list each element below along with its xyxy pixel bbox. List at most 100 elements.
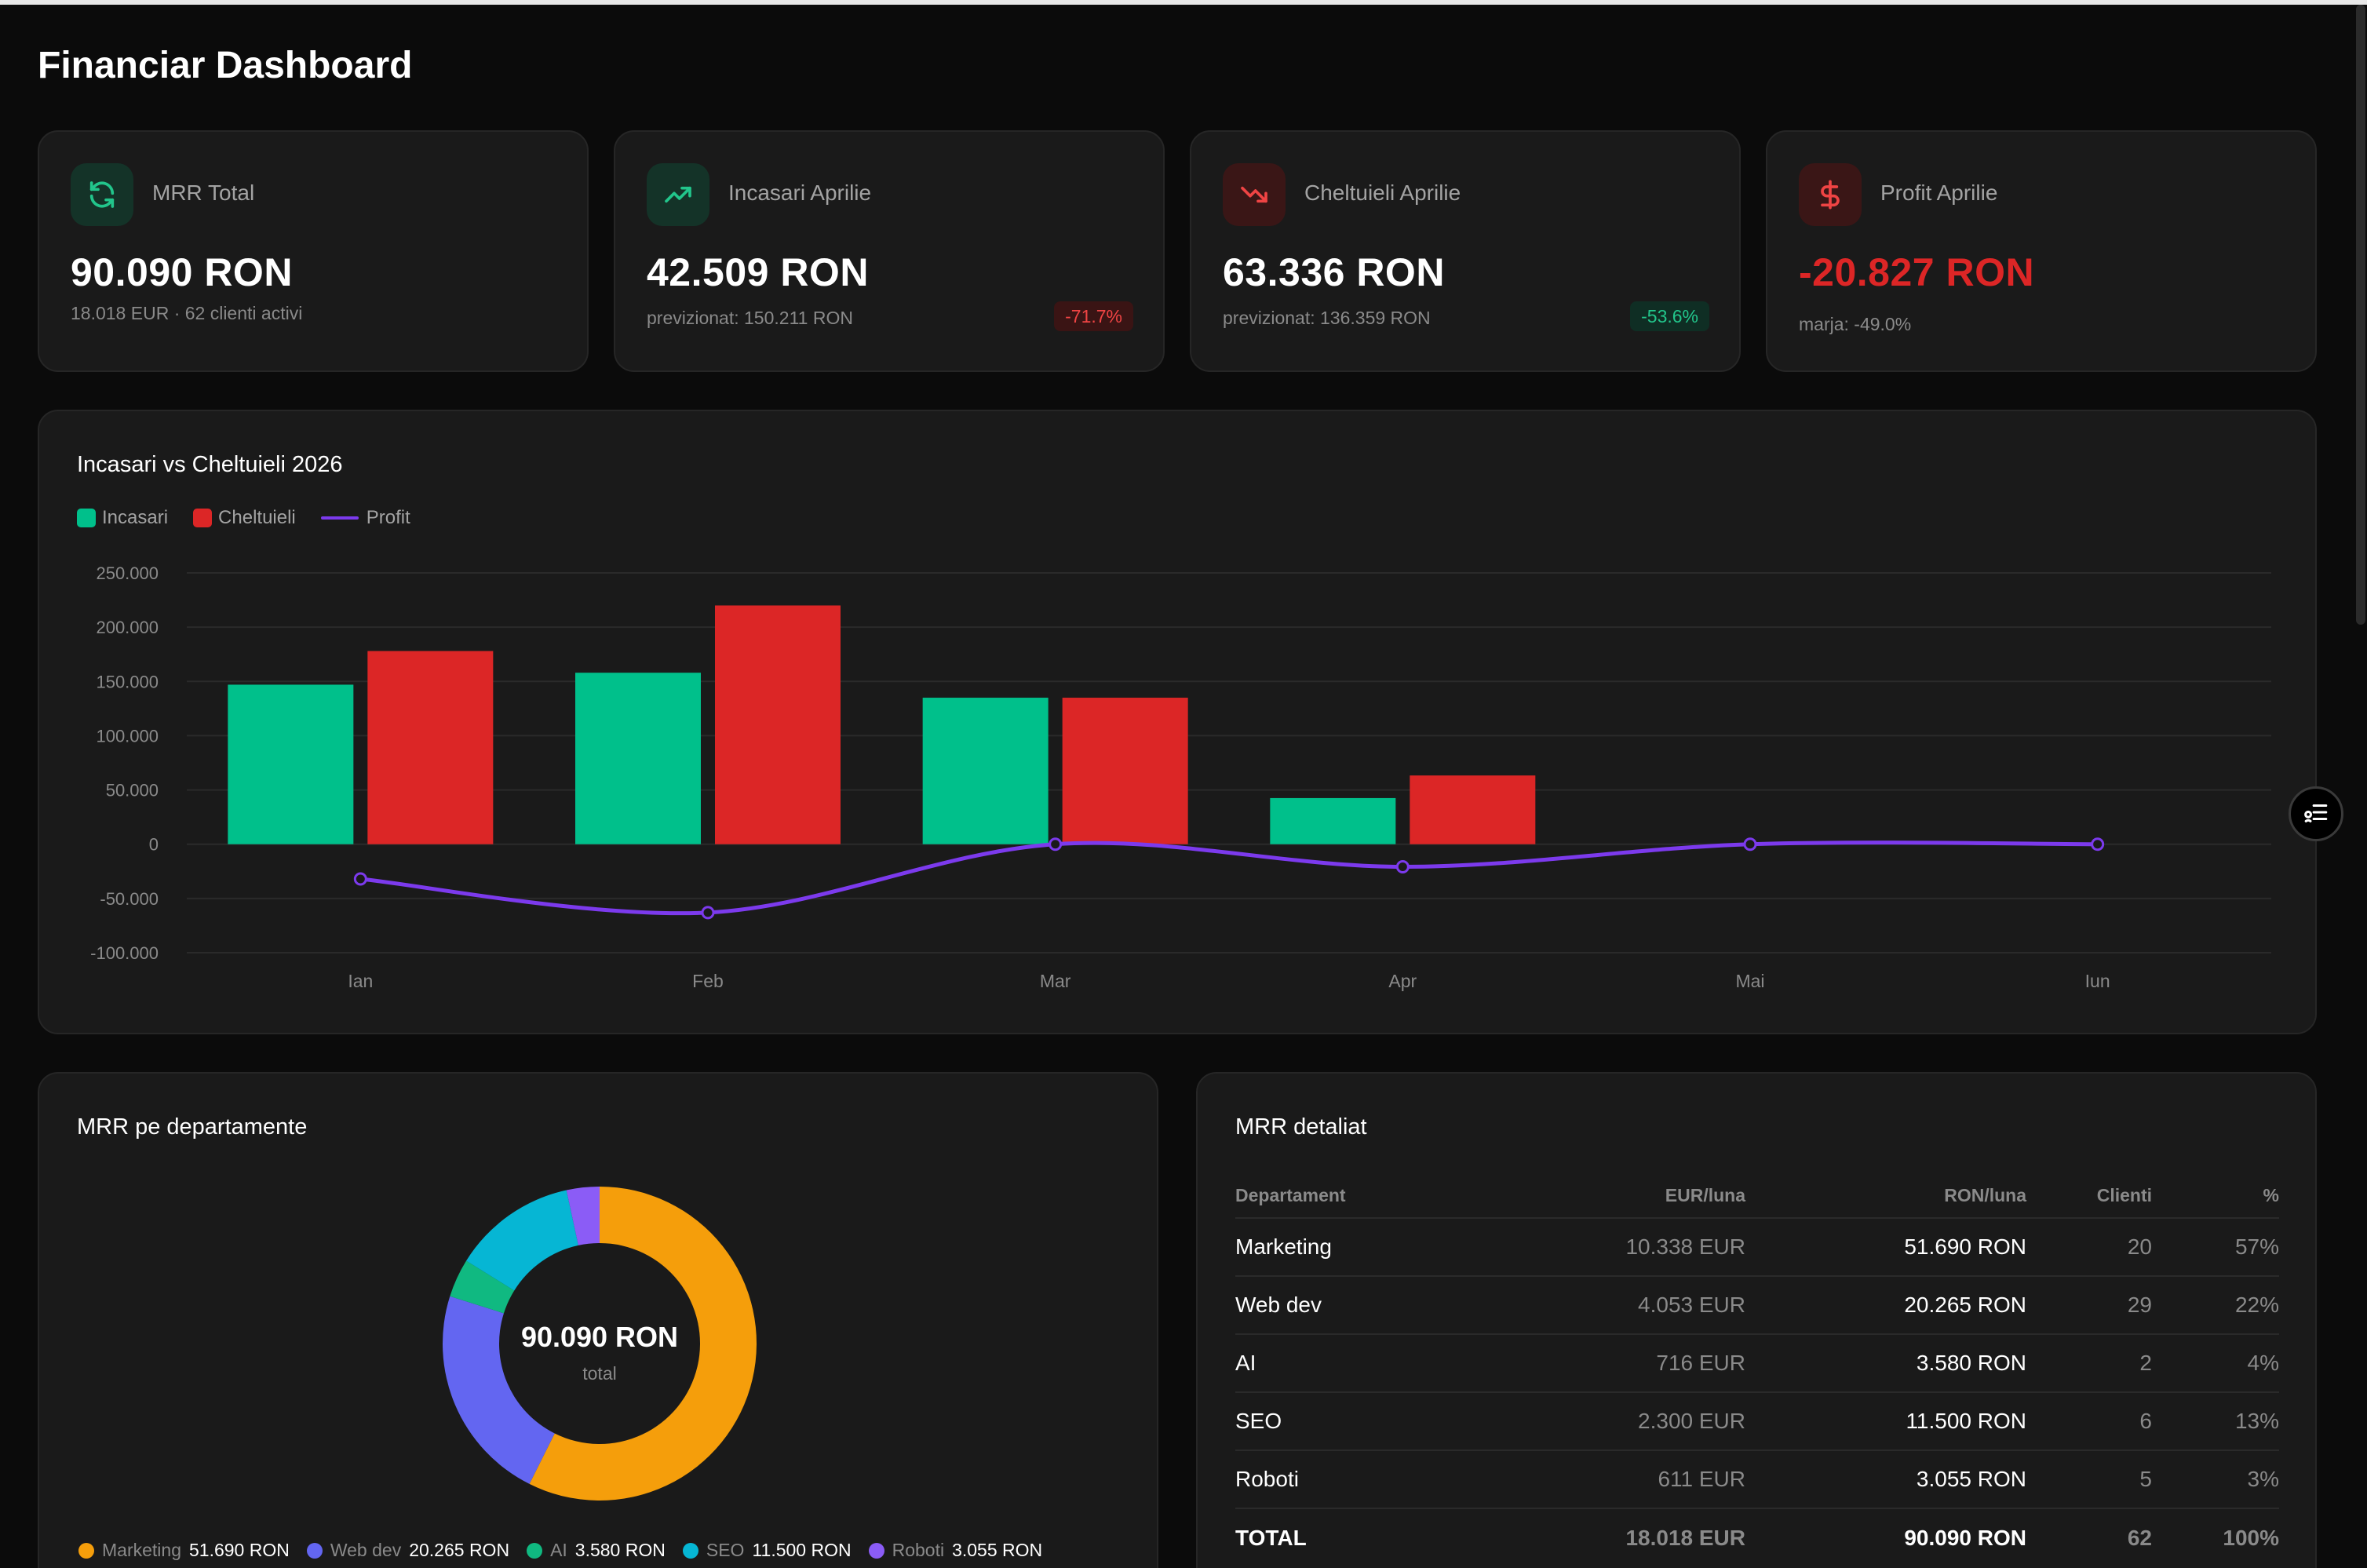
y-tick-label: 150.000 [96,672,159,691]
dollar-icon [1799,163,1862,226]
table-row[interactable]: Marketing 10.338 EUR 51.690 RON 20 57% [1235,1218,2279,1277]
cell-total-label: TOTAL [1235,1525,1307,1550]
donut-legend-item-webdev[interactable]: Web dev 20.265 RON [306,1540,510,1561]
line-profit [360,841,2098,916]
chart-legend: Incasari Cheltuieli Profit [77,507,436,529]
bar-cheltuieli [1410,775,1536,844]
point-profit [1395,860,1410,874]
stat-value: 42.509 RON [647,250,869,294]
cell-total-eur: 18.018 EUR [1625,1525,1745,1550]
trending-up-icon [647,163,709,226]
cell-ron: 20.265 RON [1745,1276,2026,1335]
cell-eur: 2.300 EUR [1439,1392,1745,1451]
y-tick-label: 250.000 [96,563,159,583]
floating-tasks-button[interactable] [2289,786,2343,841]
donut-legend-item-ai[interactable]: AI 3.580 RON [527,1540,666,1561]
cell-eur: 611 EUR [1439,1450,1745,1509]
table-row[interactable]: AI 716 EUR 3.580 RON 2 4% [1235,1334,2279,1393]
column-header[interactable]: Clienti [2026,1174,2152,1219]
cell-percent: 13% [2152,1392,2279,1451]
cell-clienti: 5 [2026,1450,2152,1509]
legend-value: 20.265 RON [409,1540,510,1560]
donut-slice-ai [450,1260,515,1314]
legend-name: Marketing [102,1540,181,1560]
chart-card-incasari-cheltuieli: Incasari vs Cheltuieli 2026 Incasari Che… [38,410,2317,1034]
trending-down-icon [1223,163,1286,226]
point-profit [2091,837,2105,851]
donut-title: MRR pe departamente [77,1114,308,1140]
top-bar [0,0,2367,5]
cell-departament: SEO [1235,1392,1439,1451]
legend-name: Roboti [892,1540,945,1560]
page-scrollbar[interactable] [2356,5,2365,625]
table-header-row: Departament EUR/luna RON/luna Clienti % [1235,1174,2279,1219]
bar-cheltuieli [715,605,841,844]
legend-item-incasari[interactable]: Incasari [77,507,168,529]
stat-card-cheltuieli: Cheltuieli Aprilie 63.336 RON previziona… [1190,130,1741,372]
column-header[interactable]: EUR/luna [1439,1174,1745,1219]
bar-cheltuieli [1062,698,1188,844]
point-profit [1049,837,1063,851]
stat-card-profit: Profit Aprilie -20.827 RON marja: -49.0% [1766,130,2317,372]
page-title: Financiar Dashboard [38,45,413,86]
cell-eur: 10.338 EUR [1439,1218,1745,1277]
stat-subtext: previzionat: 136.359 RON [1223,308,1431,328]
y-tick-label: 100.000 [96,726,159,746]
y-tick-label: -50.000 [100,889,159,909]
donut-chart: 90.090 RON total [443,1187,757,1501]
change-badge: -71.7% [1054,301,1133,331]
stat-value: 90.090 RON [71,250,293,294]
legend-label: Cheltuieli [218,507,296,528]
cell-ron: 11.500 RON [1745,1392,2026,1451]
y-tick-label: 0 [149,835,159,855]
stat-value: -20.827 RON [1799,250,2035,294]
stat-label: Profit Aprilie [1880,181,1998,205]
y-tick-label: 200.000 [96,618,159,637]
x-tick-label: Ian [348,971,373,991]
legend-dot [78,1542,94,1559]
table-row[interactable]: Web dev 4.053 EUR 20.265 RON 29 22% [1235,1276,2279,1335]
bar-incasari [228,684,354,844]
stat-card-mrr-total: MRR Total 90.090 RON 18.018 EUR · 62 cli… [38,130,589,372]
cell-departament: Marketing [1235,1218,1439,1277]
chart-title: Incasari vs Cheltuieli 2026 [77,452,343,477]
donut-legend: Marketing 51.690 RON Web dev 20.265 RON … [78,1540,1059,1561]
legend-name: SEO [706,1540,745,1560]
cell-total-percent: 100% [2223,1525,2279,1550]
legend-item-cheltuieli[interactable]: Cheltuieli [193,507,296,529]
column-header[interactable]: Departament [1235,1174,1439,1219]
cell-percent: 4% [2152,1334,2279,1393]
legend-item-profit[interactable]: Profit [320,507,410,529]
donut-legend-item-seo[interactable]: SEO 11.500 RON [682,1540,852,1561]
table-total-row: TOTAL 18.018 EUR 90.090 RON 62 100% [1235,1508,2279,1566]
donut-center-value: 90.090 RON [521,1321,678,1353]
donut-legend-item-roboti[interactable]: Roboti 3.055 RON [868,1540,1043,1561]
bar-incasari [922,698,1049,844]
legend-value: 3.055 RON [952,1540,1043,1560]
change-badge: -53.6% [1630,301,1709,331]
stat-label: MRR Total [152,181,255,205]
stat-value: 63.336 RON [1223,250,1445,294]
cell-clienti: 29 [2026,1276,2152,1335]
legend-swatch-incasari [77,509,96,527]
column-header[interactable]: RON/luna [1745,1174,2026,1219]
table-row[interactable]: Roboti 611 EUR 3.055 RON 5 3% [1235,1450,2279,1509]
cell-ron: 3.580 RON [1745,1334,2026,1393]
legend-value: 51.690 RON [188,1540,290,1560]
donut-slice-web-dev [443,1296,555,1484]
cell-departament: Roboti [1235,1450,1439,1509]
table-title: MRR detaliat [1235,1114,1367,1140]
stat-subtext: previzionat: 150.211 RON [647,308,853,328]
table-row[interactable]: SEO 2.300 EUR 11.500 RON 6 13% [1235,1392,2279,1451]
y-tick-label: 50.000 [106,781,159,800]
cell-percent: 22% [2152,1276,2279,1335]
legend-value: 3.580 RON [574,1540,666,1560]
cell-ron: 3.055 RON [1745,1450,2026,1509]
column-header[interactable]: % [2152,1174,2279,1219]
legend-dot [527,1542,543,1559]
stat-subtext: 18.018 EUR · 62 clienti activi [71,303,303,323]
donut-slice-marketing [529,1187,757,1501]
donut-legend-item-marketing[interactable]: Marketing 51.690 RON [78,1540,290,1561]
donut-card-mrr-departamente: MRR pe departamente 90.090 RON total Mark… [38,1072,1158,1568]
donut-slice-seo [466,1190,578,1291]
